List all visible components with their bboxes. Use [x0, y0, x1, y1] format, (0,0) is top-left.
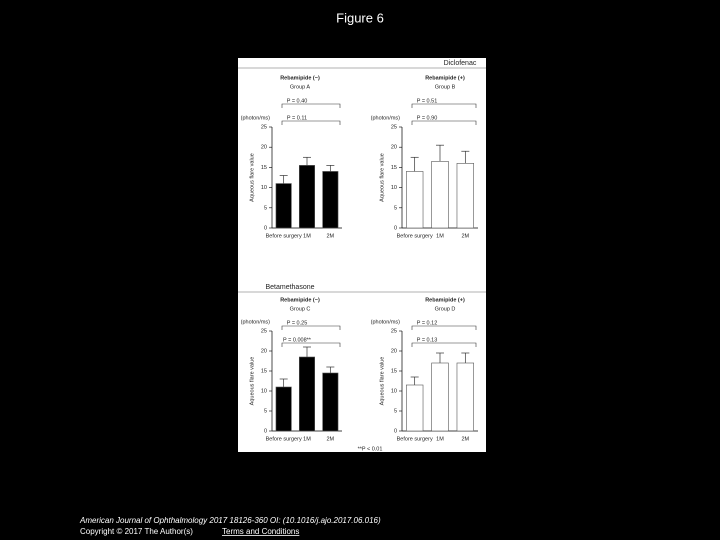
p-bracket [411, 120, 477, 125]
slide-title: Figure 6 [336, 10, 384, 25]
p-value: P = 0.13 [417, 337, 438, 343]
bar [406, 171, 424, 229]
y-tick-label: 10 [261, 388, 267, 394]
x-tick-label: 1M [303, 436, 311, 442]
x-tick-label: 2M [327, 233, 335, 239]
p-value: P = 0.008** [283, 337, 312, 343]
section-label: Betamethasone [265, 284, 314, 291]
group-subtitle: Group D [435, 306, 456, 312]
x-tick-label: Before surgery [266, 233, 302, 239]
p-bracket [281, 325, 341, 330]
bar [322, 171, 339, 229]
p-bracket [281, 342, 341, 347]
y-axis-label: Aqueous flare value [379, 153, 385, 202]
section-label: Diclofenac [444, 60, 477, 67]
y-unit: (photon/ms) [371, 115, 401, 121]
x-tick-label: 1M [436, 233, 444, 239]
footnote: **P < 0.01 [358, 446, 383, 452]
x-tick-label: Before surgery [266, 436, 302, 442]
group-subtitle: Group C [290, 306, 311, 312]
y-tick-label: 20 [391, 348, 397, 354]
group-subtitle: Group A [290, 84, 311, 90]
y-tick-label: 0 [264, 428, 267, 434]
p-value: P = 0.11 [287, 115, 307, 121]
y-unit: (photon/ms) [371, 319, 401, 325]
p-value: P = 0.12 [417, 320, 438, 326]
y-tick-label: 5 [264, 408, 267, 414]
y-tick-label: 0 [394, 428, 397, 434]
bar [275, 183, 292, 229]
y-tick-label: 20 [391, 145, 397, 151]
p-bracket [411, 103, 477, 108]
bar [322, 372, 339, 432]
x-tick-label: Before surgery [397, 233, 433, 239]
x-tick-label: 2M [327, 436, 335, 442]
y-tick-label: 20 [261, 145, 267, 151]
bar [456, 163, 474, 229]
group-subtitle: Group B [435, 84, 456, 90]
p-bracket [411, 342, 477, 347]
y-tick-label: 0 [264, 225, 267, 231]
figure: Diclofenac Betamethasone **P < 0.01 Reba… [238, 58, 486, 452]
y-tick-label: 10 [391, 185, 397, 191]
bar [406, 384, 424, 432]
y-tick-label: 15 [391, 165, 397, 171]
y-tick-label: 25 [261, 124, 267, 130]
p-bracket [281, 120, 341, 125]
y-tick-label: 15 [391, 368, 397, 374]
y-axis-label: Aqueous flare value [249, 357, 255, 406]
terms-link[interactable]: Terms and Conditions [222, 527, 299, 536]
p-bracket [411, 325, 477, 330]
y-tick-label: 10 [391, 388, 397, 394]
x-tick-label: 2M [462, 233, 470, 239]
x-tick-label: Before surgery [397, 436, 433, 442]
y-tick-label: 25 [391, 328, 397, 334]
citation: American Journal of Ophthalmology 2017 1… [79, 516, 381, 525]
y-axis-label: Aqueous flare value [379, 357, 385, 406]
y-tick-label: 5 [394, 205, 397, 211]
y-tick-label: 25 [261, 328, 267, 334]
bar [275, 386, 292, 432]
y-tick-label: 15 [261, 165, 267, 171]
p-value: P = 0.40 [287, 98, 308, 104]
y-tick-label: 5 [394, 408, 397, 414]
bar [456, 362, 474, 432]
y-tick-label: 15 [261, 368, 267, 374]
bar [298, 165, 315, 229]
copyright: Copyright © 2017 The Author(s) [80, 527, 193, 536]
y-unit: (photon/ms) [241, 319, 271, 325]
y-tick-label: 10 [261, 185, 267, 191]
bar [298, 356, 315, 432]
figure-background [238, 58, 486, 452]
y-tick-label: 20 [261, 348, 267, 354]
y-tick-label: 5 [264, 205, 267, 211]
y-tick-label: 0 [394, 225, 397, 231]
p-bracket [281, 103, 341, 108]
group-title: Rebamipide (−) [280, 297, 320, 303]
bar [431, 161, 449, 229]
bar [431, 362, 449, 432]
p-value: P = 0.90 [417, 115, 438, 121]
x-tick-label: 2M [462, 436, 470, 442]
p-value: P = 0.25 [287, 320, 308, 326]
x-tick-label: 1M [303, 233, 311, 239]
group-title: Rebamipide (+) [425, 297, 465, 303]
group-title: Rebamipide (−) [280, 75, 320, 81]
group-title: Rebamipide (+) [425, 75, 465, 81]
y-axis-label: Aqueous flare value [249, 153, 255, 202]
y-tick-label: 25 [391, 124, 397, 130]
y-unit: (photon/ms) [241, 115, 271, 121]
p-value: P = 0.51 [417, 98, 438, 104]
x-tick-label: 1M [436, 436, 444, 442]
